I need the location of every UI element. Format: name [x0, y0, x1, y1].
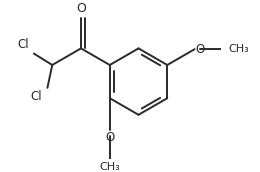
Text: O: O	[105, 131, 114, 144]
Text: Cl: Cl	[31, 90, 42, 103]
Text: O: O	[76, 2, 86, 15]
Text: CH₃: CH₃	[99, 162, 120, 172]
Text: CH₃: CH₃	[228, 44, 249, 54]
Text: O: O	[196, 43, 205, 56]
Text: Cl: Cl	[17, 38, 29, 51]
